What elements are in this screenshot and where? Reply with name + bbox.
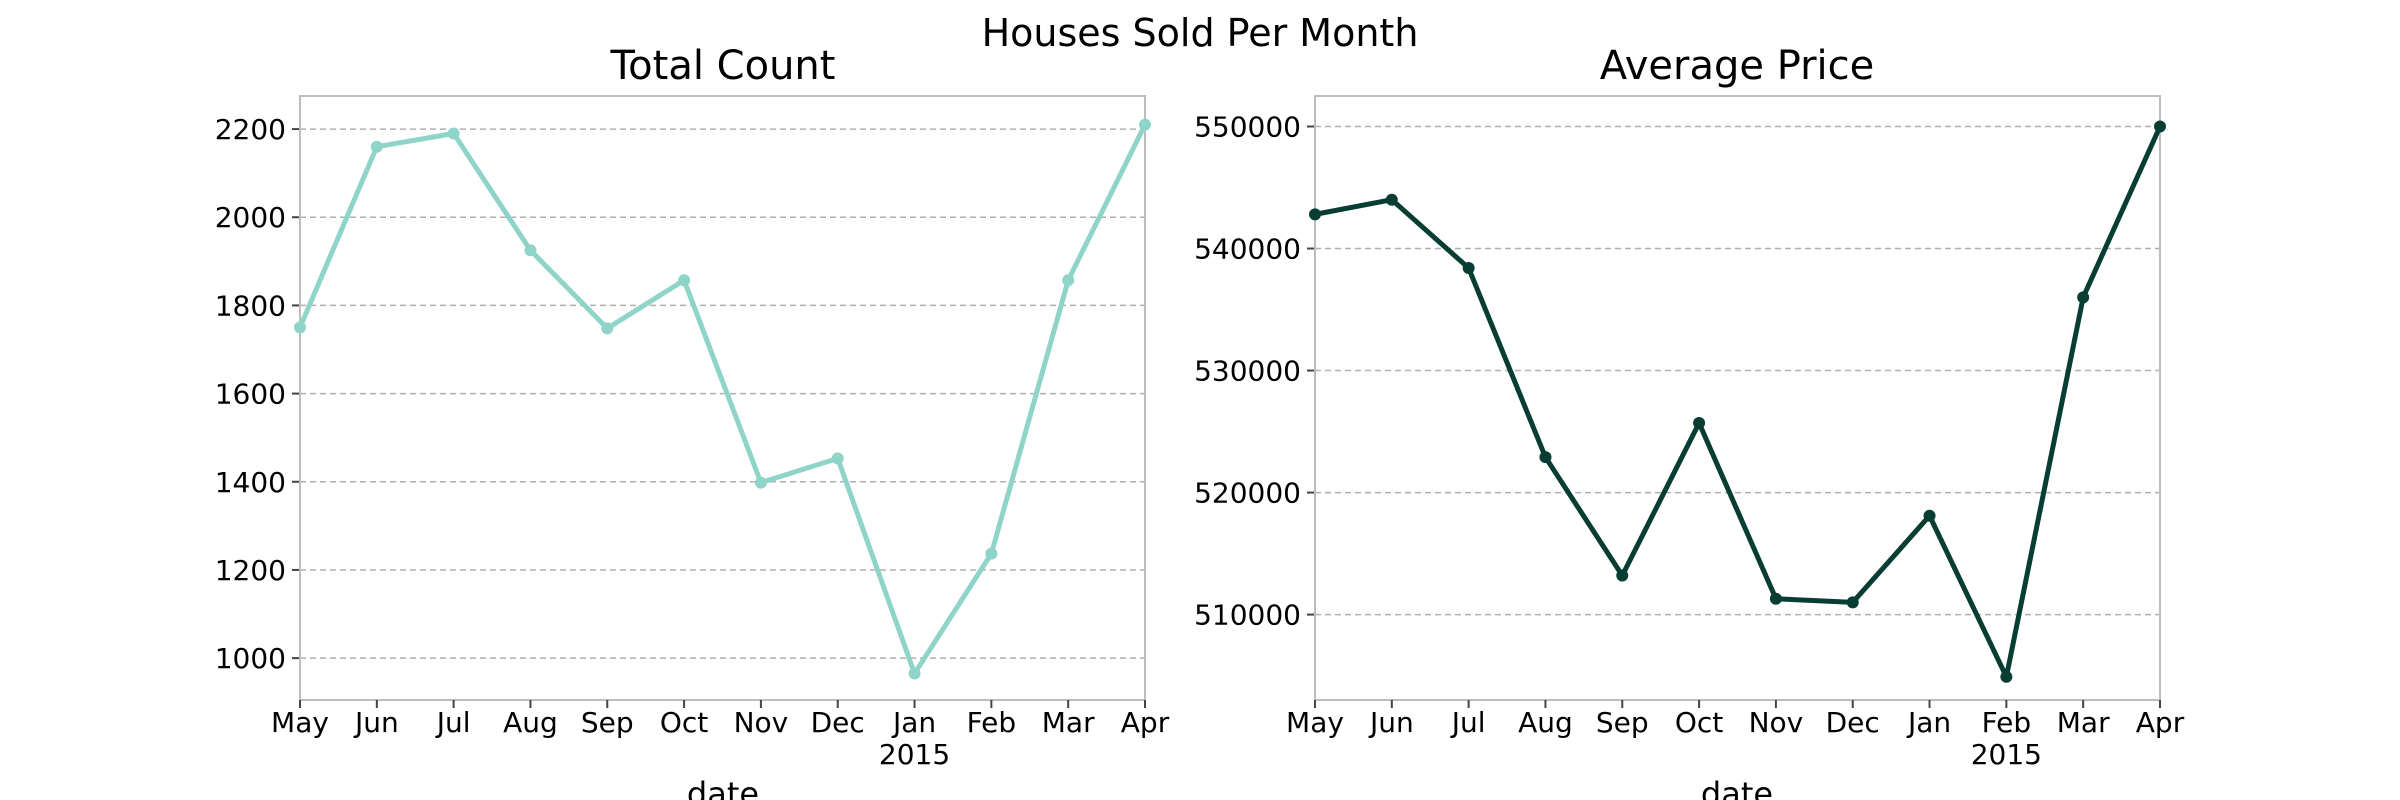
average-price-data-point xyxy=(1616,569,1629,582)
total-count-xtick-label: Apr xyxy=(1121,706,1170,739)
total-count-xtick-label: May xyxy=(271,706,329,739)
total-count-xtick-label: Sep xyxy=(581,706,634,739)
total-count-ytick-label: 1200 xyxy=(215,554,286,587)
total-count-xtick-label: Oct xyxy=(660,706,708,739)
average-price-xtick-label: May xyxy=(1286,706,1344,739)
average-price-xtick-year-label: 2015 xyxy=(1971,738,2042,771)
total-count-xtick-label: Dec xyxy=(811,706,865,739)
total-count-series-line xyxy=(297,123,1148,677)
average-price-xlabel: date xyxy=(1701,775,1773,800)
average-price-xtick-label: Mar xyxy=(2057,706,2110,739)
total-count-axes-frame xyxy=(299,95,1146,701)
total-count-xtick-year-label: 2015 xyxy=(879,738,950,771)
total-count-data-point xyxy=(447,127,460,140)
total-count-xtick-label: Mar xyxy=(1042,706,1095,739)
total-count-xtick-label: Feb xyxy=(967,706,1017,739)
total-count-xlabel: date xyxy=(687,775,759,800)
total-count-xtick-label: Jan xyxy=(891,706,936,739)
total-count-ytick-label: 1800 xyxy=(215,289,286,322)
average-price-data-point xyxy=(1846,596,1859,609)
total-count-data-point xyxy=(831,452,844,465)
average-price-data-point xyxy=(1309,208,1321,221)
total-count-xtick-label: Aug xyxy=(503,706,558,739)
total-count-ytick-label: 1600 xyxy=(215,378,286,411)
average-price-xtick-label: Jun xyxy=(1368,706,1414,739)
average-price-panel: Average Price date 510000 520000 530000 540… xyxy=(1194,43,2185,800)
total-count-data-point xyxy=(1139,118,1151,131)
average-price-data-point xyxy=(2000,670,2013,683)
average-price-xtick-label: Jan xyxy=(1906,706,1951,739)
average-price-title: Average Price xyxy=(1600,43,1875,89)
total-count-data-point xyxy=(985,547,998,560)
average-price-xtick-label: Apr xyxy=(2136,706,2185,739)
total-count-xtick-label: Jul xyxy=(435,706,471,739)
average-price-axes-frame xyxy=(1314,95,2161,701)
average-price-data-point xyxy=(2077,291,2090,304)
average-price-xtick-label: Feb xyxy=(1982,706,2032,739)
total-count-data-point xyxy=(1062,274,1075,287)
total-count-panel: Total Count date 1000 1200 1400 1600 1800 200… xyxy=(215,43,1170,800)
average-price-xtick-label: Jul xyxy=(1450,706,1486,739)
total-count-data-point xyxy=(754,476,767,489)
average-price-data-point xyxy=(1769,592,1782,605)
average-price-data-point xyxy=(1693,417,1706,430)
total-count-xtick-label: Jun xyxy=(353,706,399,739)
average-price-xtick-label: Nov xyxy=(1749,706,1804,739)
total-count-title: Total Count xyxy=(610,43,836,89)
total-count-ytick-label: 2000 xyxy=(215,201,286,234)
figure-suptitle: Houses Sold Per Month xyxy=(982,11,1419,55)
total-count-data-point xyxy=(294,321,306,334)
total-count-data-point xyxy=(908,667,921,680)
average-price-xtick-label: Aug xyxy=(1518,706,1573,739)
average-price-xtick-label: Oct xyxy=(1675,706,1723,739)
total-count-ytick-label: 1400 xyxy=(215,466,286,499)
average-price-xtick-label: Sep xyxy=(1596,706,1649,739)
average-price-ytick-label: 510000 xyxy=(1194,599,1301,632)
total-count-ytick-label: 1000 xyxy=(215,642,286,675)
total-count-data-point xyxy=(370,140,383,153)
average-price-data-point xyxy=(2154,120,2166,133)
average-price-xtick-label: Dec xyxy=(1826,706,1880,739)
total-count-data-point xyxy=(524,244,537,257)
average-price-ytick-label: 550000 xyxy=(1194,111,1301,144)
average-price-data-point xyxy=(1385,193,1398,206)
total-count-ytick-label: 2200 xyxy=(215,113,286,146)
average-price-data-point xyxy=(1923,509,1936,522)
total-count-data-point xyxy=(601,322,614,335)
average-price-ytick-label: 540000 xyxy=(1194,233,1301,266)
average-price-data-point xyxy=(1462,262,1475,275)
average-price-data-point xyxy=(1539,451,1552,464)
average-price-ytick-label: 530000 xyxy=(1194,355,1301,388)
total-count-xtick-label: Nov xyxy=(734,706,789,739)
average-price-ytick-label: 520000 xyxy=(1194,477,1301,510)
average-price-series-line xyxy=(1314,125,2163,680)
total-count-data-point xyxy=(678,274,691,287)
